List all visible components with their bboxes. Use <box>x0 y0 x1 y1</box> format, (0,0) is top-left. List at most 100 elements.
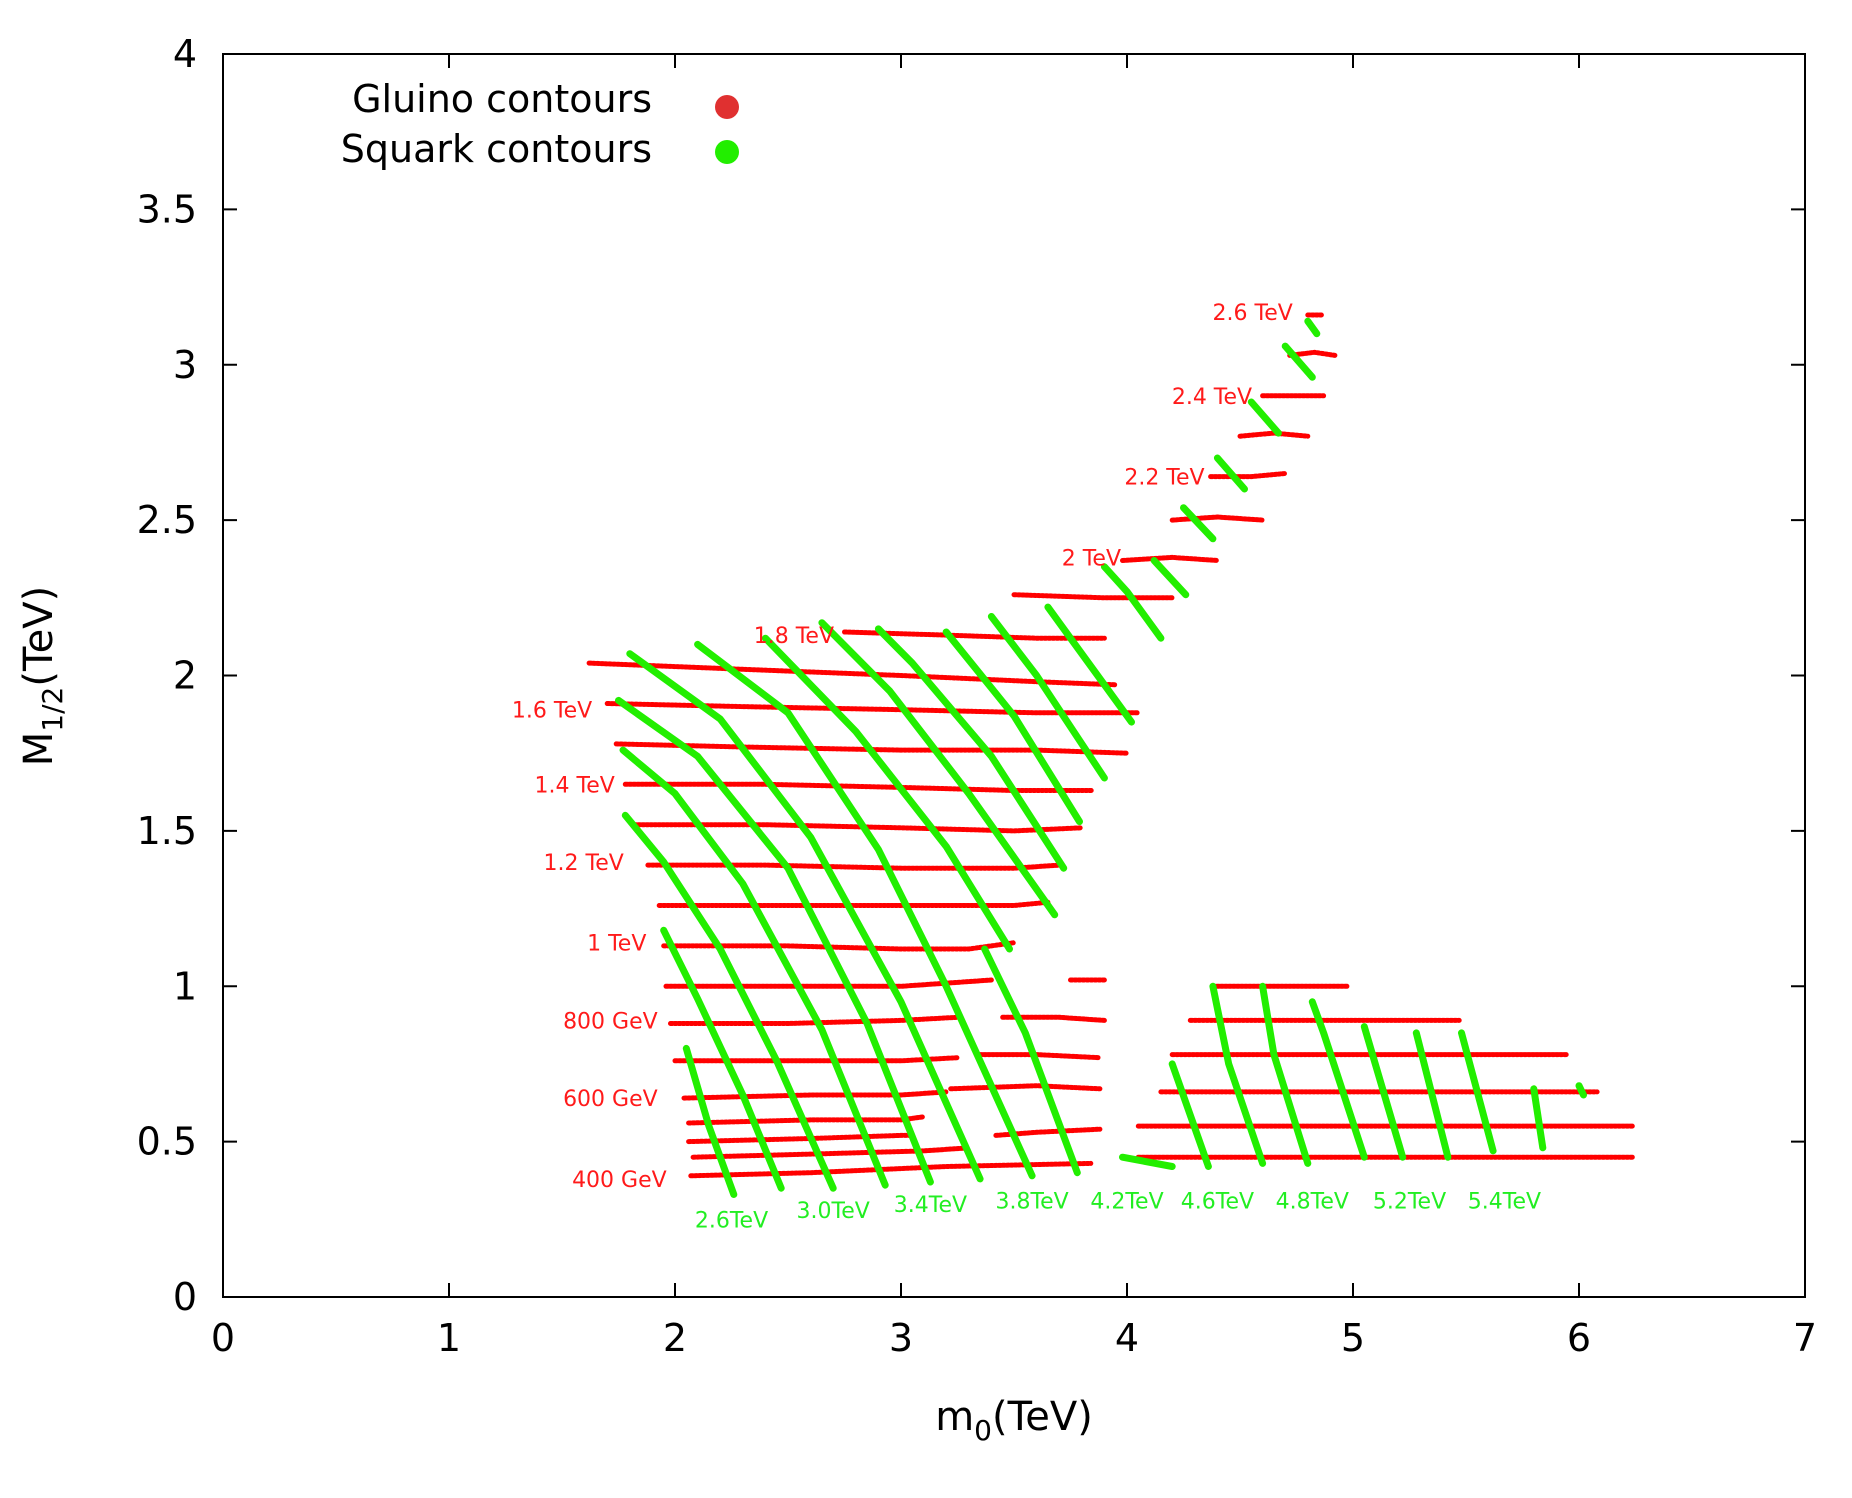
squark-contour <box>761 634 1013 953</box>
gluino-contour <box>1120 554 1220 563</box>
y-axis-title-main: M <box>16 732 62 767</box>
y-axis-title-sub: 1/2 <box>36 687 69 732</box>
squark-contour-label: 5.4TeV <box>1468 1190 1541 1215</box>
gluino-contour-label: 1.8 TeV <box>754 624 834 649</box>
gluino-contour <box>948 1083 1103 1092</box>
gluino-contour-label: 600 GeV <box>563 1087 658 1112</box>
x-tick-label: 5 <box>1341 1316 1365 1360</box>
y-tick-label: 3.5 <box>137 187 197 231</box>
gluino-contour <box>613 741 1130 756</box>
x-axis-title-unit: (TeV) <box>992 1394 1093 1440</box>
squark-contour <box>1304 317 1321 338</box>
x-axis-title-main: m <box>935 1394 974 1440</box>
y-axis-title-unit: (TeV) <box>16 586 62 687</box>
squark-contour <box>818 619 1059 919</box>
contour-labels: 400 GeV 600 GeV 800 GeV 1 TeV 1.2 TeV 1.4 TeV… <box>512 301 1541 1233</box>
gluino-contour <box>622 781 1096 793</box>
squark-contour <box>874 625 1068 872</box>
squark-contour-label: 4.2TeV <box>1090 1190 1163 1215</box>
x-tick-label: 2 <box>663 1316 687 1360</box>
gluino-contour <box>993 1126 1103 1138</box>
y-tick-label: 0 <box>173 1275 197 1319</box>
axis-ticks <box>222 53 1806 1298</box>
legend-label-squark: Squark contours <box>341 127 652 171</box>
x-axis-title: m0(TeV) <box>935 1394 1093 1447</box>
gluino-contour <box>686 1132 915 1145</box>
squark-contour <box>1259 982 1312 1167</box>
squark-contour <box>987 613 1108 782</box>
squark-contour <box>1150 557 1190 599</box>
gluino-contour <box>690 1145 972 1160</box>
squark-contour <box>1209 982 1267 1167</box>
squark-contour <box>615 696 934 1186</box>
gluino-contour-label: 2.2 TeV <box>1124 466 1204 491</box>
gluino-contour <box>668 1014 960 1026</box>
squark-contour <box>1168 1060 1212 1170</box>
gluino-contour <box>586 660 1119 688</box>
squark-contour-label: 3.4TeV <box>894 1193 967 1218</box>
squark-contour-label: 5.2TeV <box>1373 1190 1446 1215</box>
gluino-contour <box>645 862 1062 871</box>
gluino-contour-label: 2 TeV <box>1062 546 1121 571</box>
gluino-contour-label: 1.2 TeV <box>544 851 624 876</box>
squark-contour <box>981 945 1081 1177</box>
squark-contour-label: 3.8TeV <box>995 1190 1068 1215</box>
squark-contour <box>1458 1029 1497 1155</box>
gluino-contour-label: 800 GeV <box>563 1009 658 1034</box>
gluino-contour <box>672 1055 960 1064</box>
squark-contour <box>621 811 837 1192</box>
x-tick-label: 3 <box>889 1316 913 1360</box>
x-tick-label: 0 <box>211 1316 235 1360</box>
squark-contour <box>619 746 889 1189</box>
gluino-series <box>586 312 1636 1179</box>
squark-contour <box>1412 1029 1452 1161</box>
squark-contour-label: 3.0TeV <box>797 1199 870 1224</box>
y-tick-label: 2.5 <box>137 498 197 542</box>
squark-contour-label: 2.6TeV <box>695 1208 768 1233</box>
squark-contour <box>660 926 785 1192</box>
squark-contour <box>1213 454 1248 493</box>
legend-marker-gluino <box>715 95 739 119</box>
y-tick-label: 2 <box>173 654 197 698</box>
x-tick-label: 4 <box>1115 1316 1139 1360</box>
squark-series <box>615 317 1587 1198</box>
gluino-contour <box>656 899 1051 908</box>
squark-contour <box>1530 1085 1547 1152</box>
x-tick-label: 6 <box>1567 1316 1591 1360</box>
squark-contour-label: 4.6TeV <box>1181 1190 1254 1215</box>
plot-frame <box>222 53 1806 1298</box>
squark-contour <box>942 628 1083 826</box>
gluino-contour <box>1208 471 1288 480</box>
gluino-contour-label: 1 TeV <box>587 932 646 957</box>
x-axis-title-sub: 0 <box>974 1414 992 1447</box>
gluino-contour <box>1011 592 1175 601</box>
squark-contour <box>1044 603 1135 726</box>
y-tick-label: 0.5 <box>137 1120 197 1164</box>
x-tick-label: 7 <box>1793 1316 1817 1360</box>
squark-contour <box>1281 342 1316 381</box>
gluino-contour-label: 1.4 TeV <box>535 773 615 798</box>
squark-contour <box>694 640 1036 1180</box>
gluino-contour-label: 2.4 TeV <box>1172 385 1252 410</box>
squark-contour <box>1575 1082 1587 1099</box>
y-tick-label: 4 <box>173 32 197 76</box>
squark-contour <box>1308 998 1368 1161</box>
gluino-contour <box>1169 514 1266 523</box>
gluino-contour-label: 400 GeV <box>572 1168 667 1193</box>
squark-contour <box>1360 1023 1407 1161</box>
legend-label-gluino: Gluino contours <box>352 77 652 121</box>
gluino-contour-label: 1.6 TeV <box>512 699 592 724</box>
squark-contour <box>1247 398 1282 437</box>
y-tick-label: 1 <box>173 964 197 1008</box>
squark-contour <box>626 650 984 1183</box>
gluino-contour <box>681 1089 949 1101</box>
legend: Gluino contours Squark contours <box>341 77 739 171</box>
legend-marker-squark <box>715 140 739 164</box>
squark-contour <box>1119 1153 1176 1170</box>
y-tick-label: 3 <box>173 343 197 387</box>
squark-contour <box>1100 563 1165 642</box>
x-tick-label: 1 <box>437 1316 461 1360</box>
axis-tick-labels: 0 1 2 3 4 5 6 7 0 0.5 1 1.5 2 2.5 3 3.5 4 <box>137 32 1818 1360</box>
gluino-contour <box>977 1052 1103 1061</box>
